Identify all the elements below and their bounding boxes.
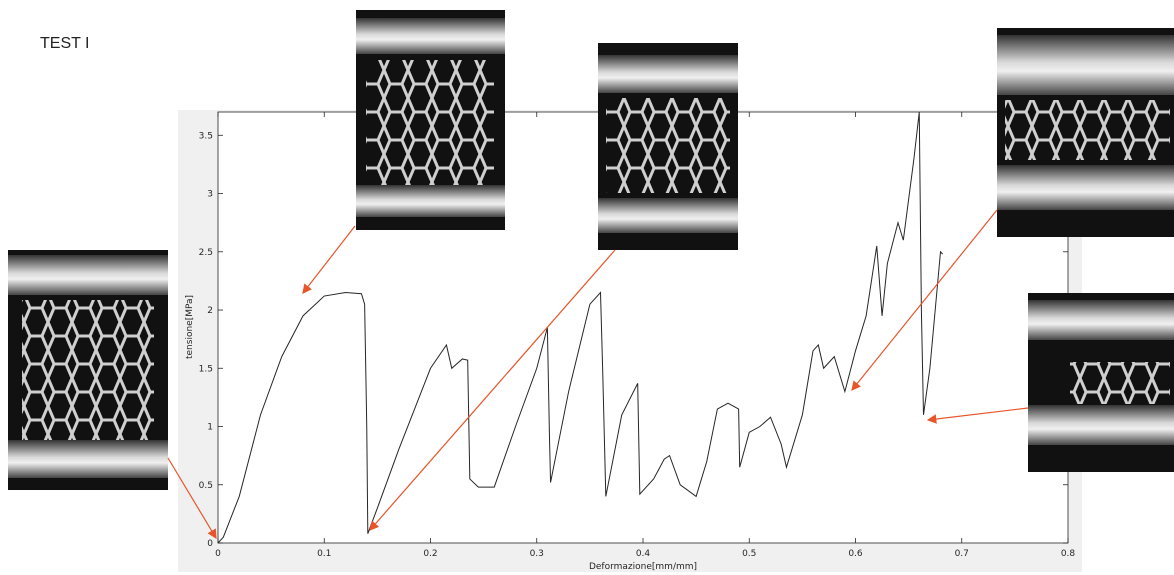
x-tick-label: 0.1: [317, 549, 331, 559]
x-tick-label: 0.4: [636, 549, 651, 559]
y-tick-label: 3: [207, 190, 213, 200]
chart-title: TEST I: [40, 35, 90, 52]
x-tick-label: 0.8: [1061, 549, 1076, 559]
chart: TEST I Deformazione[mm/mm] tensione[MPa]…: [0, 0, 1174, 575]
y-tick-label: 3.5: [199, 131, 213, 141]
photo: [8, 250, 168, 490]
y-tick-label: 1.5: [199, 364, 213, 374]
y-tick-label: 0: [207, 539, 213, 549]
x-tick-label: 0.2: [423, 549, 437, 559]
x-tick-label: 0.5: [742, 549, 756, 559]
photo: [356, 10, 505, 230]
x-axis-label: Deformazione[mm/mm]: [589, 562, 697, 572]
x-tick-label: 0.7: [955, 549, 969, 559]
photo: [598, 43, 738, 250]
photo: [1028, 293, 1174, 472]
y-axis-label: tensione[MPa]: [185, 295, 195, 359]
x-tick-label: 0.3: [530, 549, 544, 559]
y-tick-label: 2.5: [199, 248, 213, 258]
y-tick-label: 1: [207, 423, 213, 433]
y-tick-label: 2: [207, 306, 213, 316]
photo: [997, 28, 1174, 237]
x-tick-label: 0.6: [848, 549, 863, 559]
y-tick-label: 0.5: [199, 481, 213, 491]
x-tick-label: 0: [215, 549, 221, 559]
